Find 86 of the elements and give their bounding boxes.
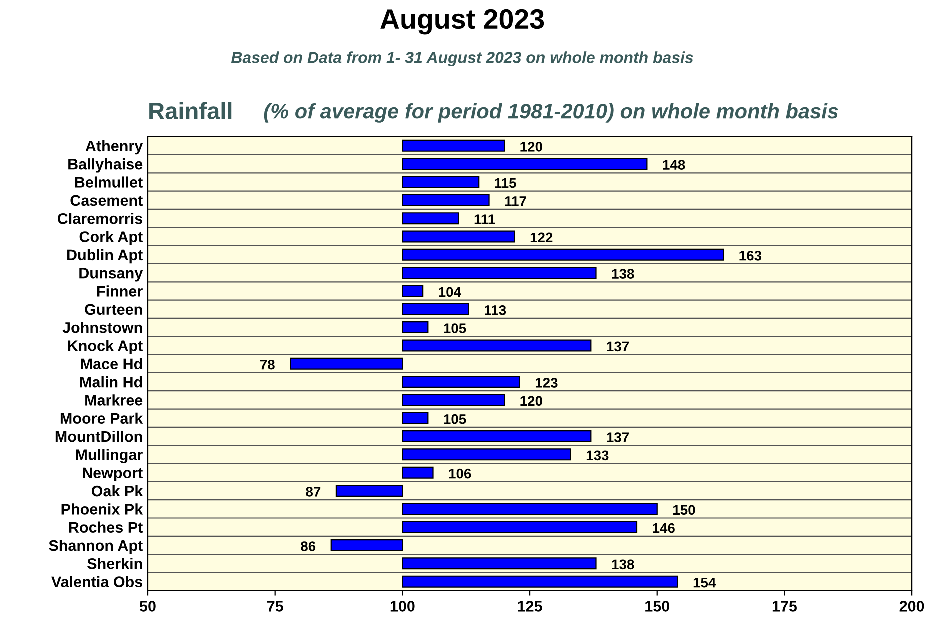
data-label: 117 <box>505 196 526 206</box>
y-tick-label: Oak Pk <box>92 485 144 497</box>
x-tick-label: 125 <box>518 601 542 612</box>
data-label: 148 <box>663 160 686 170</box>
data-label: 163 <box>740 250 762 261</box>
bar <box>402 176 480 188</box>
data-label: 78 <box>260 360 275 370</box>
bar <box>402 503 658 516</box>
y-tick-label: Dunsany <box>80 268 144 282</box>
y-tick-label: Johnstown <box>62 322 142 334</box>
y-tick-label: Markree <box>86 394 143 406</box>
bar <box>402 212 460 225</box>
bar <box>402 412 429 424</box>
data-label: 86 <box>301 542 316 552</box>
y-tick-label: Malin Hd <box>80 376 142 388</box>
data-label: 122 <box>530 232 553 243</box>
bar <box>402 521 638 534</box>
bar <box>402 303 470 316</box>
y-tick-label: Knock Apt <box>68 340 143 354</box>
bar <box>402 230 516 243</box>
y-tick-label: Shannon Apt <box>49 540 143 554</box>
y-tick-label: MountDillon <box>56 430 142 442</box>
data-label: 87 <box>306 487 321 497</box>
bar <box>402 466 434 479</box>
y-tick-label: Belmullet <box>75 176 143 188</box>
bar <box>290 358 404 370</box>
bar <box>402 376 520 388</box>
y-tick-label: Valentia Obs <box>52 576 143 588</box>
data-label: 150 <box>674 505 696 516</box>
y-tick-label: Finner <box>97 286 143 297</box>
y-tick-label: Athenry <box>86 140 144 155</box>
data-label: 123 <box>536 378 558 388</box>
chart-subtitle: Based on Data from 1- 31 August 2023 on whole month basis <box>231 52 694 67</box>
data-label: 133 <box>586 450 609 461</box>
y-tick-label: Casement <box>70 195 143 206</box>
text: Rainfall <box>150 102 232 120</box>
data-label: 104 <box>439 287 462 298</box>
text: (% of average for period 1981-2010) on whole month basis <box>264 103 838 123</box>
data-label: 138 <box>612 560 634 570</box>
bar <box>402 322 429 334</box>
bar <box>402 194 490 206</box>
bar <box>402 448 572 461</box>
y-tick-label: Newport <box>83 468 143 482</box>
bar <box>402 285 424 298</box>
y-tick-label: Claremorris <box>58 213 143 224</box>
chart-title: August 2023 <box>380 9 544 35</box>
data-label: 120 <box>520 396 542 406</box>
data-label: 137 <box>607 342 629 352</box>
y-tick-label: Cork Apt <box>80 231 143 246</box>
data-label: 120 <box>520 142 542 152</box>
x-tick-label: 75 <box>268 601 284 612</box>
y-tick-label: Roches Pt <box>69 522 143 534</box>
bar <box>336 485 404 498</box>
data-label: 154 <box>694 578 716 588</box>
x-tick-label: 175 <box>772 601 798 612</box>
bar <box>330 539 404 552</box>
bar <box>402 558 597 570</box>
data-label: 106 <box>449 468 472 479</box>
data-label: 138 <box>612 269 634 279</box>
y-tick-label: Ballyhaise <box>68 158 143 173</box>
y-tick-label: Mace Hd <box>81 358 142 370</box>
x-tick-label: 150 <box>646 601 670 612</box>
data-label: 105 <box>444 414 466 424</box>
bar <box>402 248 724 261</box>
data-label: 146 <box>653 523 675 534</box>
y-tick-label: Moore Park <box>60 412 144 424</box>
bar <box>402 140 506 152</box>
data-label: 113 <box>485 305 506 316</box>
bar <box>402 267 597 280</box>
y-tick-label: Gurteen <box>85 304 142 316</box>
bar <box>402 576 678 588</box>
x-tick-label: 200 <box>900 601 924 612</box>
data-label: 137 <box>607 432 629 442</box>
data-label: 105 <box>444 324 466 334</box>
y-tick-label: Dublin Apt <box>68 249 143 264</box>
y-tick-label: Mullingar <box>76 449 143 464</box>
bar <box>402 394 506 406</box>
y-tick-label: Phoenix Pk <box>62 504 144 515</box>
bar <box>402 430 592 443</box>
x-tick-label: 50 <box>140 601 156 612</box>
bar <box>402 158 648 170</box>
data-label: 115 <box>495 178 516 188</box>
data-label: 111 <box>474 214 496 224</box>
y-tick-label: Sherkin <box>88 558 142 570</box>
x-tick-label: 100 <box>390 601 415 612</box>
bar <box>402 340 592 352</box>
